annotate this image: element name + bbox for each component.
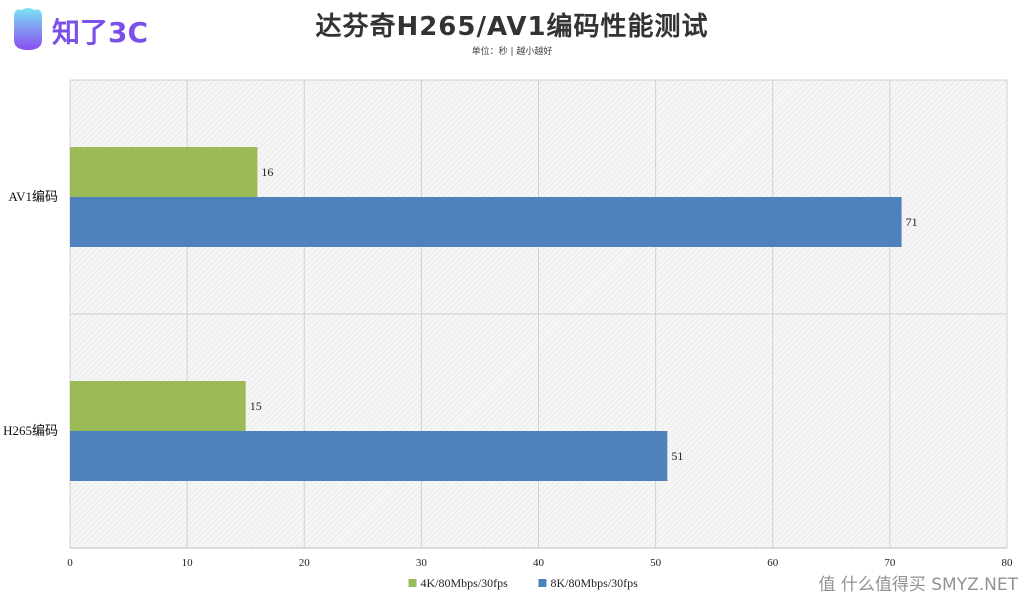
x-tick-label: 50 [650,557,662,569]
category-label: AV1编码 [8,189,58,204]
x-tick-label: 40 [533,557,545,569]
x-tick-label: 70 [884,557,896,569]
legend-label: 8K/80Mbps/30fps [551,576,639,590]
x-tick-label: 60 [767,557,779,569]
category-label: H265编码 [3,423,58,438]
data-label: 15 [250,399,262,413]
bar [70,147,258,197]
bar [70,381,246,431]
data-label: 16 [261,165,273,179]
legend-swatch [408,579,417,587]
logo: 知了3C [14,8,148,50]
chart-subtitle: 单位：秒 | 越小越好 [471,47,553,57]
watermark: 值 什么值得买 SMYZ.NET [818,575,1018,595]
x-tick-label: 30 [416,557,428,569]
x-tick-label: 80 [1002,557,1014,569]
x-tick-label: 20 [299,557,311,569]
svg-text:知了3C: 知了3C [52,16,148,49]
bar [70,431,668,481]
x-tick-label: 0 [67,557,73,569]
legend-swatch [538,579,547,587]
legend-label: 4K/80Mbps/30fps [421,576,509,590]
data-label: 51 [671,449,683,463]
bar [70,197,902,247]
chart-title: 达芬奇H265/AV1编码性能测试 [315,12,709,42]
data-label: 71 [906,215,918,229]
x-tick-label: 10 [182,557,194,569]
